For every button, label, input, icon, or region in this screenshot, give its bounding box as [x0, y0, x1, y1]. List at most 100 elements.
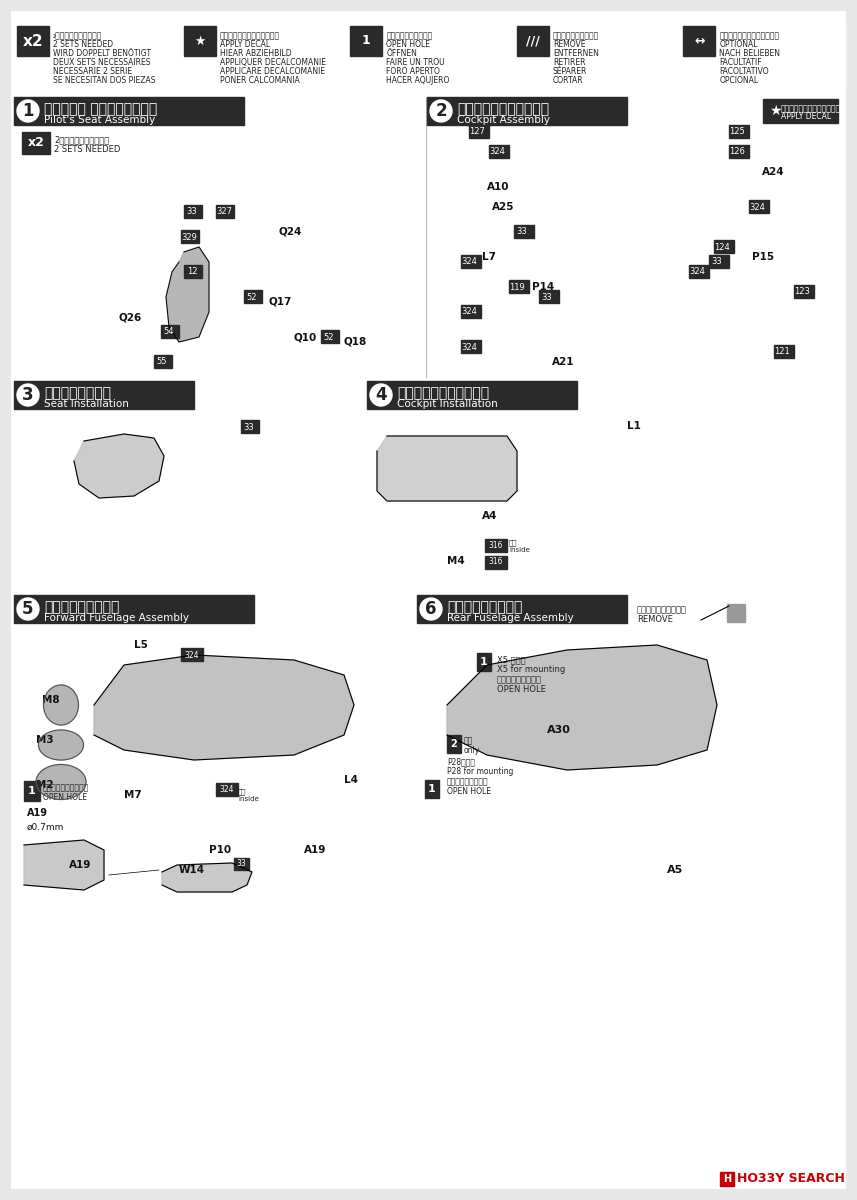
Text: CORTAR: CORTAR — [553, 76, 584, 85]
Text: X5 取付用: X5 取付用 — [497, 655, 525, 664]
Bar — [367, 382, 843, 590]
Text: Q10: Q10 — [294, 332, 317, 342]
Text: HIEAR ABZIEHBILD: HIEAR ABZIEHBILD — [219, 49, 291, 58]
Text: L4: L4 — [344, 775, 358, 785]
Text: 33: 33 — [187, 208, 197, 216]
Bar — [19, 773, 107, 845]
Text: 121: 121 — [774, 348, 790, 356]
Text: Q24: Q24 — [279, 227, 303, 236]
Text: H: H — [723, 1174, 731, 1184]
Bar — [517, 26, 548, 56]
Text: ø0.7mm: ø0.7mm — [27, 823, 64, 832]
Bar — [539, 290, 559, 302]
Text: A10: A10 — [487, 182, 510, 192]
Text: 1: 1 — [28, 786, 36, 796]
Text: 324: 324 — [489, 148, 505, 156]
Bar — [14, 382, 194, 409]
Text: M7: M7 — [124, 790, 141, 800]
Text: ₂組つくってください。: ₂組つくってください。 — [53, 31, 102, 40]
Bar — [181, 230, 199, 242]
Text: A30: A30 — [547, 725, 571, 734]
Bar — [14, 595, 484, 854]
Bar — [321, 330, 339, 343]
Text: M3: M3 — [36, 734, 54, 745]
Ellipse shape — [44, 685, 79, 725]
Text: シートの取り付け: シートの取り付け — [44, 386, 111, 400]
Polygon shape — [447, 646, 717, 770]
Bar — [485, 556, 507, 569]
Text: 33: 33 — [243, 422, 255, 432]
Bar — [14, 595, 254, 623]
Text: OPCIONAL: OPCIONAL — [719, 76, 758, 85]
Text: 2: 2 — [451, 739, 458, 749]
Text: A24: A24 — [762, 167, 785, 176]
Text: 3: 3 — [22, 386, 33, 404]
Text: Cockpit Installation: Cockpit Installation — [397, 398, 498, 409]
Text: 12: 12 — [187, 268, 197, 276]
Text: 324: 324 — [461, 307, 477, 317]
Text: 1: 1 — [480, 658, 488, 667]
Bar — [477, 653, 491, 671]
Bar — [485, 539, 507, 552]
Text: NECESSARIE 2 SERIE: NECESSARIE 2 SERIE — [53, 67, 132, 76]
Text: SE NECESITAN DOS PIEZAS: SE NECESITAN DOS PIEZAS — [53, 76, 155, 85]
Text: 切り取ってください。: 切り取ってください。 — [553, 31, 599, 40]
Bar — [216, 205, 234, 218]
Text: APPLY DECAL: APPLY DECAL — [219, 40, 270, 49]
Bar — [727, 604, 745, 622]
Text: 切り取ってください。: 切り取ってください。 — [637, 605, 687, 614]
Text: A19: A19 — [27, 808, 48, 818]
Text: PONER CALCOMANIA: PONER CALCOMANIA — [219, 76, 299, 85]
Text: FACULTATIF: FACULTATIF — [719, 58, 762, 67]
Bar — [749, 200, 769, 214]
Text: FACOLTATIVO: FACOLTATIVO — [719, 67, 769, 76]
Bar — [774, 346, 794, 358]
Text: REMOVE: REMOVE — [637, 614, 673, 624]
Text: L5: L5 — [134, 640, 148, 650]
Bar — [720, 1172, 734, 1186]
Bar — [14, 97, 424, 377]
Bar — [24, 781, 40, 802]
Bar — [709, 254, 729, 268]
Text: パイロット シートの組み立て: パイロット シートの組み立て — [44, 102, 157, 116]
Text: 52: 52 — [324, 332, 334, 342]
Text: Forward Fuselage Assembly: Forward Fuselage Assembly — [44, 613, 189, 623]
Bar — [22, 132, 50, 154]
Text: NACH BELIEBEN: NACH BELIEBEN — [719, 49, 781, 58]
Text: x2: x2 — [22, 34, 44, 48]
Text: 126: 126 — [729, 148, 745, 156]
Text: 324: 324 — [219, 786, 234, 794]
Text: 内面
inside: 内面 inside — [238, 788, 259, 802]
Text: 2 SETS NEEDED: 2 SETS NEEDED — [53, 40, 113, 49]
Text: コックピットの取り付け: コックピットの取り付け — [397, 386, 489, 400]
Polygon shape — [74, 434, 164, 498]
Bar — [729, 125, 749, 138]
Text: W14: W14 — [179, 865, 205, 875]
Bar — [417, 595, 627, 623]
Text: 324: 324 — [749, 203, 765, 211]
Text: A4: A4 — [482, 511, 497, 521]
Circle shape — [17, 384, 39, 406]
Bar — [461, 305, 481, 318]
Text: 2組つくってください。: 2組つくってください。 — [54, 134, 109, 144]
Circle shape — [430, 100, 452, 122]
Text: Q17: Q17 — [269, 296, 292, 307]
Bar — [461, 340, 481, 353]
Bar — [683, 26, 716, 56]
Text: どちらかを選んでください。: どちらかを選んでください。 — [719, 31, 780, 40]
Text: 119: 119 — [509, 282, 524, 292]
Text: ENTFERNEN: ENTFERNEN — [553, 49, 599, 58]
Ellipse shape — [39, 730, 83, 760]
Text: 内面
inside: 内面 inside — [509, 539, 530, 553]
Text: 33: 33 — [237, 859, 246, 869]
Bar — [367, 382, 577, 409]
Bar — [184, 265, 202, 278]
Circle shape — [17, 100, 39, 122]
Circle shape — [420, 598, 442, 620]
Bar — [514, 226, 534, 238]
Text: A19: A19 — [69, 860, 92, 870]
Text: デカールをはってください。: デカールをはってください。 — [781, 104, 841, 113]
Text: L1: L1 — [627, 421, 641, 431]
Text: P28取付用: P28取付用 — [447, 757, 475, 766]
Text: 54: 54 — [164, 328, 174, 336]
